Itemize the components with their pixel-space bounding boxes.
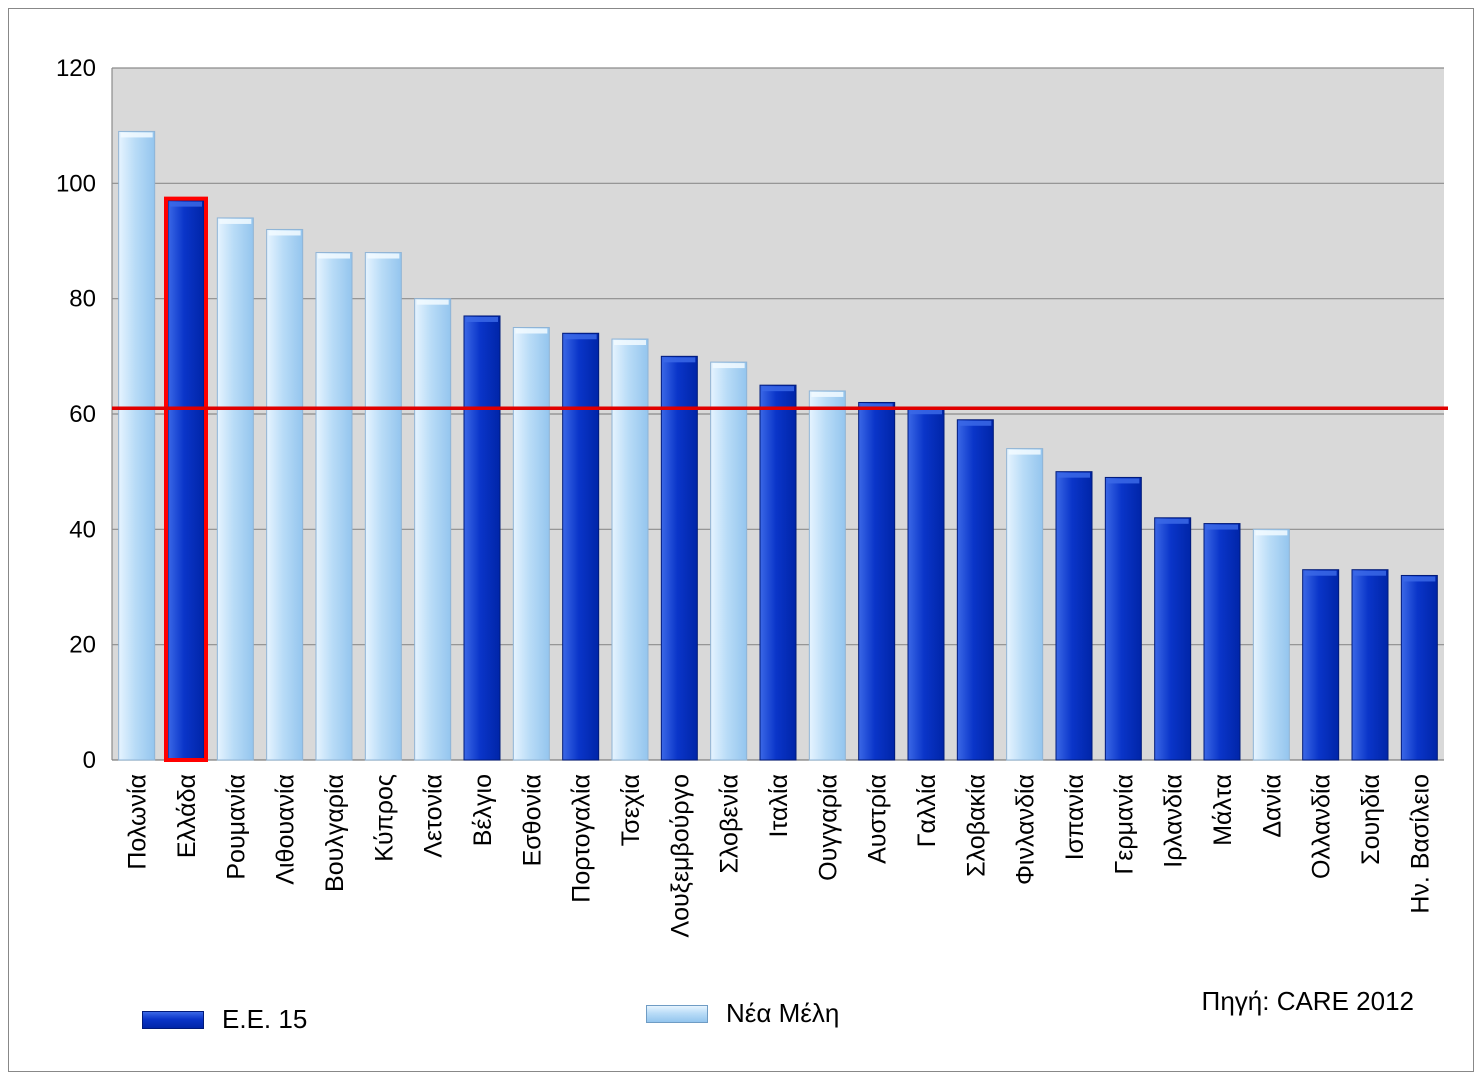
x-tick-label-24: Δανία bbox=[1258, 774, 1286, 838]
bar-cap-6 bbox=[367, 253, 400, 259]
bar-6 bbox=[364, 252, 402, 761]
x-tick-label-25: Ολλανδία bbox=[1308, 774, 1336, 879]
bar-16 bbox=[858, 401, 896, 761]
bar-cap-17 bbox=[910, 409, 942, 415]
x-tick-label-26: Σουηδία bbox=[1357, 774, 1385, 865]
y-tick-label-60: 60 bbox=[69, 401, 96, 428]
y-tick-label-0: 0 bbox=[83, 747, 96, 774]
bar-19 bbox=[1006, 448, 1044, 761]
x-tick-label-7: Λετονία bbox=[420, 774, 448, 858]
bar-15 bbox=[808, 390, 846, 761]
x-tick-label-13: Σλοβενία bbox=[716, 774, 744, 874]
x-tick-label-5: Βουλγαρία bbox=[321, 774, 349, 892]
x-tick-label-2: Ελλάδα bbox=[173, 774, 201, 858]
bar-17 bbox=[907, 407, 945, 761]
y-tick-label-100: 100 bbox=[56, 170, 96, 197]
bar-cap-26 bbox=[1354, 570, 1386, 576]
x-tick-label-10: Πορτογαλία bbox=[568, 774, 596, 903]
y-tick-label-40: 40 bbox=[69, 516, 96, 543]
bar-cap-20 bbox=[1058, 472, 1090, 478]
x-tick-label-16: Αυστρία bbox=[864, 774, 892, 864]
bar-cap-21 bbox=[1107, 478, 1140, 484]
bar-11 bbox=[611, 338, 649, 761]
bar-8 bbox=[463, 315, 501, 761]
source-note: Πηγή: CARE 2012 bbox=[1201, 986, 1414, 1016]
legend-swatch-eu15 bbox=[142, 1010, 204, 1029]
x-tick-label-4: Λιθουανία bbox=[272, 774, 300, 885]
x-tick-label-23: Μάλτα bbox=[1209, 774, 1237, 846]
bar-cap-4 bbox=[268, 230, 301, 236]
bar-cap-25 bbox=[1304, 570, 1337, 576]
y-tick-label-20: 20 bbox=[69, 632, 96, 659]
bar-9 bbox=[512, 327, 550, 761]
bar-cap-7 bbox=[416, 299, 449, 305]
bar-20 bbox=[1055, 471, 1093, 761]
bar-cap-16 bbox=[860, 403, 893, 409]
y-tick-label-80: 80 bbox=[69, 286, 96, 313]
bar-24 bbox=[1252, 528, 1290, 761]
bar-13 bbox=[710, 361, 748, 761]
x-tick-label-17: Γαλλία bbox=[913, 774, 941, 847]
bar-25 bbox=[1302, 569, 1340, 761]
bar-cap-12 bbox=[663, 357, 696, 363]
bar-cap-10 bbox=[564, 334, 597, 340]
bar-14 bbox=[759, 384, 797, 761]
x-tick-label-20: Ισπανία bbox=[1061, 774, 1089, 860]
bar-cap-13 bbox=[712, 363, 745, 369]
bar-cap-2 bbox=[170, 201, 202, 207]
legend-label-eu15: Ε.Ε. 15 bbox=[222, 1004, 308, 1034]
x-tick-label-1: Πολωνία bbox=[124, 774, 152, 870]
bar-cap-11 bbox=[614, 340, 646, 346]
bar-cap-15 bbox=[811, 391, 844, 397]
bar-cap-5 bbox=[318, 253, 350, 259]
bar-cap-18 bbox=[959, 420, 992, 426]
bar-cap-9 bbox=[515, 328, 548, 334]
bar-3 bbox=[216, 217, 254, 761]
bar-2 bbox=[167, 200, 205, 761]
legend-label-new-members: Νέα Μέλη bbox=[726, 998, 840, 1028]
bar-cap-22 bbox=[1156, 518, 1189, 524]
bar-23 bbox=[1203, 523, 1241, 761]
x-tick-label-12: Λουξεμβούργο bbox=[666, 774, 694, 938]
bar-highlight-outline bbox=[164, 196, 208, 762]
bar-4 bbox=[266, 228, 304, 761]
bar-10 bbox=[562, 332, 600, 761]
x-tick-label-9: Εσθονία bbox=[518, 774, 546, 866]
bar-cap-8 bbox=[466, 316, 498, 322]
bar-cap-1 bbox=[120, 132, 153, 138]
bar-cap-14 bbox=[762, 386, 794, 392]
bar-12 bbox=[660, 355, 698, 761]
x-tick-label-21: Γερμανία bbox=[1110, 774, 1138, 875]
bar-7 bbox=[414, 298, 452, 761]
bar-21 bbox=[1104, 476, 1142, 761]
legend-swatch-new-members bbox=[646, 1004, 708, 1023]
x-tick-label-8: Βέλγιο bbox=[469, 774, 497, 846]
bar-18 bbox=[956, 419, 994, 761]
legend-item-new-members: Νέα Μέλη bbox=[646, 998, 839, 1029]
x-tick-label-3: Ρουμανία bbox=[222, 774, 250, 880]
bar-5 bbox=[315, 252, 353, 761]
x-tick-label-14: Ιταλία bbox=[765, 774, 793, 837]
bar-1 bbox=[118, 130, 156, 761]
x-tick-label-22: Ιρλανδία bbox=[1160, 774, 1188, 868]
x-tick-label-18: Σλοβακία bbox=[962, 774, 990, 877]
y-tick-label-120: 120 bbox=[56, 55, 96, 82]
bar-cap-3 bbox=[219, 218, 252, 224]
bar-22 bbox=[1154, 517, 1192, 761]
x-tick-label-19: Φινλανδία bbox=[1012, 774, 1040, 885]
bar-cap-19 bbox=[1008, 449, 1041, 455]
x-tick-label-6: Κύπρος bbox=[370, 774, 398, 862]
x-tick-label-15: Ουγγαρία bbox=[814, 774, 842, 881]
bar-cap-27 bbox=[1403, 576, 1436, 582]
bar-26 bbox=[1351, 569, 1389, 761]
legend-item-eu15: Ε.Ε. 15 bbox=[142, 1004, 307, 1035]
bar-cap-24 bbox=[1255, 530, 1288, 536]
x-tick-label-11: Τσεχία bbox=[617, 774, 645, 846]
bar-27 bbox=[1400, 574, 1438, 761]
bar-cap-23 bbox=[1206, 524, 1238, 530]
x-tick-label-27: Ην. Βασίλειο bbox=[1406, 774, 1434, 914]
